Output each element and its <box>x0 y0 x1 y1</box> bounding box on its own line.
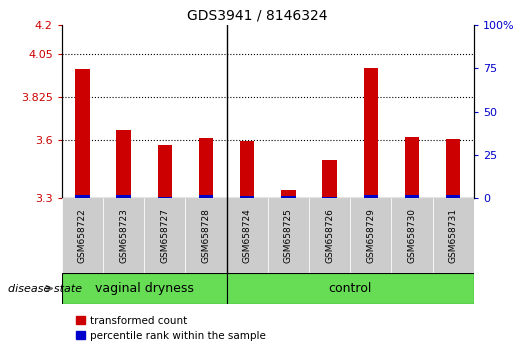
Bar <box>309 198 350 273</box>
Bar <box>364 68 378 198</box>
Text: GSM658727: GSM658727 <box>160 208 169 263</box>
Bar <box>240 196 254 198</box>
Text: GSM658723: GSM658723 <box>119 208 128 263</box>
Bar <box>281 196 296 198</box>
Bar <box>62 198 103 273</box>
Bar <box>364 195 378 198</box>
Bar <box>322 160 337 198</box>
Bar <box>281 189 296 198</box>
Text: GSM658728: GSM658728 <box>201 208 211 263</box>
Legend: transformed count, percentile rank within the sample: transformed count, percentile rank withi… <box>72 312 270 345</box>
Bar <box>405 137 419 198</box>
Text: GSM658726: GSM658726 <box>325 208 334 263</box>
Bar <box>446 195 460 198</box>
Bar <box>322 197 337 198</box>
Bar <box>268 198 309 273</box>
Bar <box>240 141 254 198</box>
Bar <box>446 139 460 198</box>
Text: GSM658730: GSM658730 <box>407 208 417 263</box>
Bar <box>62 273 227 304</box>
Bar <box>116 195 131 198</box>
Bar <box>227 273 474 304</box>
Bar <box>199 138 213 198</box>
Bar <box>116 130 131 198</box>
Text: GSM658725: GSM658725 <box>284 208 293 263</box>
Bar <box>144 198 185 273</box>
Bar <box>199 195 213 198</box>
Bar <box>391 198 433 273</box>
Bar <box>158 197 172 198</box>
Text: disease state: disease state <box>8 284 82 293</box>
Text: GSM658722: GSM658722 <box>78 208 87 263</box>
Text: GSM658731: GSM658731 <box>449 208 458 263</box>
Bar <box>75 69 90 198</box>
Bar <box>185 198 227 273</box>
Text: control: control <box>329 282 372 295</box>
Text: vaginal dryness: vaginal dryness <box>95 282 194 295</box>
Text: GSM658729: GSM658729 <box>366 208 375 263</box>
Bar <box>75 195 90 198</box>
Text: GDS3941 / 8146324: GDS3941 / 8146324 <box>187 9 328 23</box>
Bar <box>350 198 391 273</box>
Text: GSM658724: GSM658724 <box>243 208 252 263</box>
Bar <box>433 198 474 273</box>
Bar <box>158 145 172 198</box>
Bar <box>405 195 419 198</box>
Bar <box>103 198 144 273</box>
Bar <box>227 198 268 273</box>
